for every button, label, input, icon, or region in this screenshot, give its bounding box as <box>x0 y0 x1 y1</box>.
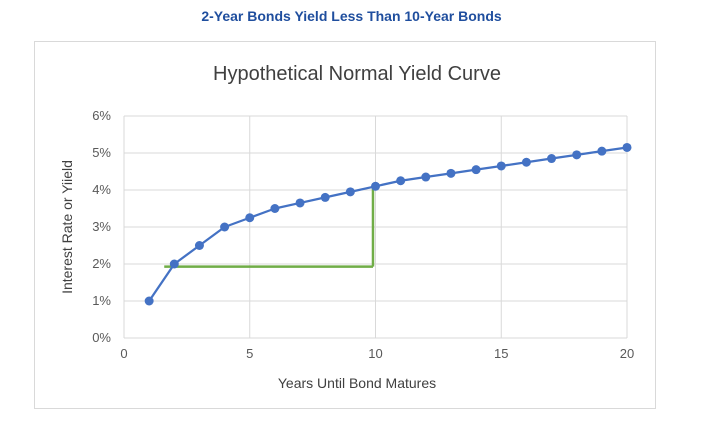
data-point <box>396 176 406 186</box>
y-tick-label: 1% <box>92 293 111 308</box>
x-tick-label: 20 <box>620 346 634 361</box>
chart-frame: Hypothetical Normal Yield Curve 0% 1% 2% 3%… <box>34 41 656 409</box>
data-point <box>421 172 431 182</box>
chart-title: Hypothetical Normal Yield Curve <box>213 63 501 85</box>
x-tick-label: 10 <box>368 346 382 361</box>
y-tick-label: 4% <box>92 182 111 197</box>
x-tick-label: 5 <box>246 346 253 361</box>
data-point <box>572 150 582 160</box>
data-point <box>622 142 632 152</box>
y-tick-label: 0% <box>92 330 111 345</box>
data-point <box>471 165 481 175</box>
data-point <box>547 154 557 164</box>
data-point <box>446 168 456 178</box>
green-annotation <box>164 186 375 268</box>
data-point <box>194 241 204 250</box>
data-point <box>220 222 230 232</box>
y-tick-label: 5% <box>92 145 111 160</box>
series-line <box>148 146 628 302</box>
data-point <box>345 187 355 197</box>
data-point <box>597 146 607 156</box>
y-tick-label: 2% <box>92 256 111 271</box>
data-point <box>371 181 380 191</box>
x-tick-label: 0 <box>120 346 127 361</box>
data-point <box>245 213 255 223</box>
axes: 0% 1% 2% 3% 4% 5% 6% 0 5 10 15 20 <box>92 108 634 361</box>
x-tick-label: 15 <box>494 346 508 361</box>
y-tick-label: 6% <box>92 108 111 123</box>
data-point <box>169 259 179 269</box>
data-point <box>320 192 330 202</box>
grid-lines <box>123 115 628 339</box>
yield-curve-chart: Hypothetical Normal Yield Curve 0% 1% 2% 3%… <box>59 63 634 391</box>
data-point <box>496 161 506 171</box>
data-point <box>295 198 305 208</box>
data-point <box>144 296 154 306</box>
page-header: 2-Year Bonds Yield Less Than 10-Year Bon… <box>201 8 502 24</box>
y-axis-title: Interest Rate or Yiield <box>59 160 75 294</box>
data-point <box>270 204 280 213</box>
data-point <box>521 157 531 167</box>
series <box>144 142 632 306</box>
y-tick-label: 3% <box>92 219 111 234</box>
x-axis-title: Years Until Bond Matures <box>278 375 436 391</box>
